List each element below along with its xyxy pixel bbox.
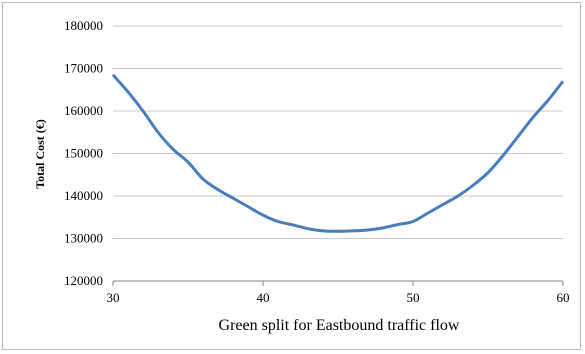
y-axis-ticks: 120000 130000 140000 150000 160000 170000 1800… <box>64 18 103 288</box>
x-axis-label: Green split for Eastbound traffic flow <box>219 317 460 334</box>
x-tick-label: 30 <box>107 290 120 305</box>
y-tick-label: 120000 <box>64 273 103 288</box>
y-tick-label: 130000 <box>64 231 103 246</box>
y-tick-label: 170000 <box>64 61 103 76</box>
y-tick-label: 140000 <box>64 188 103 203</box>
y-tick-label: 150000 <box>64 146 103 161</box>
y-tick-label: 160000 <box>64 103 103 118</box>
y-axis-label: Total Cost (€) <box>33 119 47 189</box>
x-axis-ticks: 30 40 50 60 <box>107 281 570 305</box>
series-group <box>111 73 565 233</box>
gridlines <box>113 25 563 282</box>
x-tick-label: 40 <box>257 290 270 305</box>
series-line-0 <box>111 73 565 233</box>
y-tick-label: 180000 <box>64 18 103 33</box>
x-tick-label: 60 <box>557 290 570 305</box>
x-tick-label: 50 <box>407 290 420 305</box>
